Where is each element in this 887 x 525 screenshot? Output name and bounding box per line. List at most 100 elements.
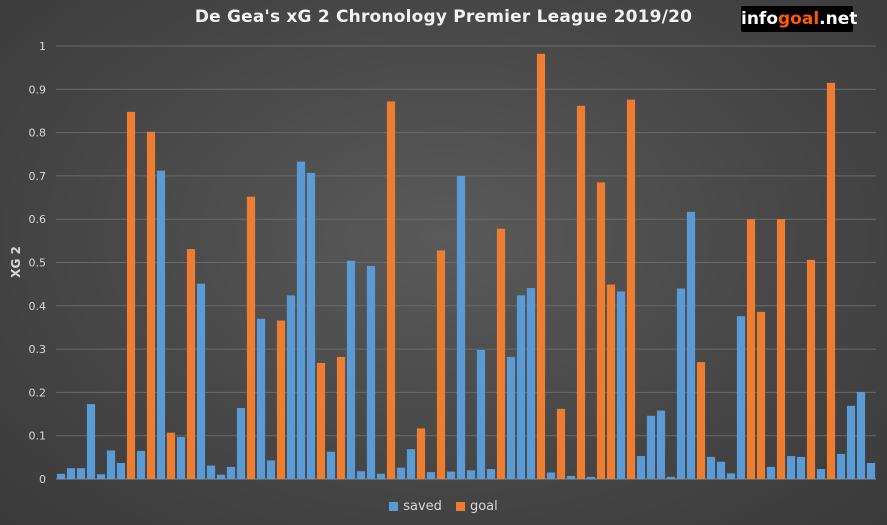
saved-bar <box>726 473 736 479</box>
y-tick-label: 0.8 <box>29 127 47 140</box>
goal-bar <box>416 428 426 479</box>
goal-bar <box>166 432 176 479</box>
legend: saved goal <box>0 499 887 514</box>
saved-bar <box>716 461 726 479</box>
saved-bar <box>446 471 456 479</box>
saved-bar <box>256 318 266 479</box>
y-tick-label: 0.1 <box>29 430 47 443</box>
legend-label: saved <box>403 499 442 514</box>
chart-title: De Gea's xG 2 Chronology Premier League … <box>194 7 693 27</box>
saved-bar <box>456 175 466 479</box>
goal-bar <box>746 219 756 479</box>
saved-bar <box>176 437 186 479</box>
saved-bar <box>216 474 226 479</box>
goal-bar <box>316 362 326 479</box>
logo-highlight: goal <box>778 9 820 29</box>
saved-bar <box>236 407 246 479</box>
y-axis-ticks: 0 0.1 0.2 0.3 0.4 0.5 0.6 0.7 0.8 0.9 1 <box>29 40 47 486</box>
saved-bar <box>106 450 116 479</box>
saved-bar <box>96 474 106 479</box>
saved-bar <box>676 288 686 479</box>
goal-bar <box>696 362 706 479</box>
goal-bar <box>576 105 586 479</box>
goal-bar <box>336 356 346 479</box>
saved-bar <box>116 462 126 479</box>
saved-bar <box>706 456 716 479</box>
saved-bar <box>486 469 496 479</box>
y-tick-label: 0.4 <box>29 300 47 313</box>
legend-label: goal <box>469 499 498 514</box>
saved-bar <box>376 473 386 479</box>
y-tick-label: 0 <box>39 473 46 486</box>
saved-bar <box>366 265 376 479</box>
goal-bar <box>276 320 286 479</box>
goal-bar <box>436 250 446 479</box>
saved-bar <box>736 316 746 479</box>
saved-bar <box>566 475 576 479</box>
saved-bar <box>836 453 846 479</box>
legend-item-goal: goal <box>455 499 498 514</box>
saved-bar <box>306 172 316 479</box>
legend-swatch <box>389 502 399 511</box>
goal-bar <box>776 219 786 479</box>
y-tick-label: 0.9 <box>29 83 47 96</box>
saved-bar <box>526 288 536 479</box>
goal-bar <box>626 99 636 479</box>
saved-bar <box>636 456 646 479</box>
y-tick-label: 1 <box>39 40 46 53</box>
goal-bar <box>806 259 816 479</box>
saved-bar <box>506 356 516 479</box>
saved-bar <box>476 349 486 479</box>
y-tick-label: 0.6 <box>29 213 47 226</box>
saved-bar <box>796 456 806 479</box>
saved-bar <box>426 472 436 479</box>
saved-bar <box>466 470 476 479</box>
saved-bar <box>666 476 676 479</box>
saved-bar <box>866 462 876 479</box>
goal-bar <box>826 82 836 479</box>
goal-bar <box>536 53 546 479</box>
saved-bar <box>266 460 276 479</box>
saved-bar <box>856 391 866 479</box>
saved-bar <box>846 405 856 479</box>
saved-bar <box>206 465 216 479</box>
logo-suffix: .net <box>819 9 858 29</box>
saved-bar <box>546 472 556 479</box>
saved-bar <box>516 295 526 479</box>
saved-bar <box>76 468 86 479</box>
saved-bar <box>406 449 416 479</box>
goal-bar <box>126 111 136 479</box>
saved-bar <box>786 456 796 479</box>
saved-bar <box>136 450 146 479</box>
goal-bar <box>756 311 766 479</box>
saved-bar <box>226 466 236 479</box>
saved-bar <box>816 469 826 479</box>
saved-bar <box>156 170 166 479</box>
saved-bar <box>616 291 626 479</box>
goal-bar <box>146 131 156 480</box>
infogol-logo: infogoal.net <box>741 6 857 32</box>
saved-bar <box>646 415 656 479</box>
y-tick-label: 0.3 <box>29 343 47 356</box>
saved-bar <box>86 404 96 479</box>
saved-bar <box>656 410 666 479</box>
y-tick-label: 0.2 <box>29 386 47 399</box>
saved-bar <box>66 468 76 479</box>
saved-bar <box>356 471 366 479</box>
saved-bar <box>766 466 776 479</box>
goal-bar <box>556 408 566 479</box>
goal-bar <box>496 228 506 479</box>
saved-bar <box>586 476 596 479</box>
goal-bar <box>246 196 256 479</box>
saved-bar <box>196 283 206 479</box>
goal-bar <box>606 284 616 479</box>
y-tick-label: 0.7 <box>29 170 47 183</box>
y-axis-title: XG 2 <box>9 246 23 278</box>
goal-bar <box>186 249 196 479</box>
legend-swatch <box>455 502 465 511</box>
saved-bar <box>326 451 336 479</box>
bars <box>56 53 876 480</box>
goal-bar <box>596 182 606 479</box>
saved-bar <box>396 467 406 479</box>
